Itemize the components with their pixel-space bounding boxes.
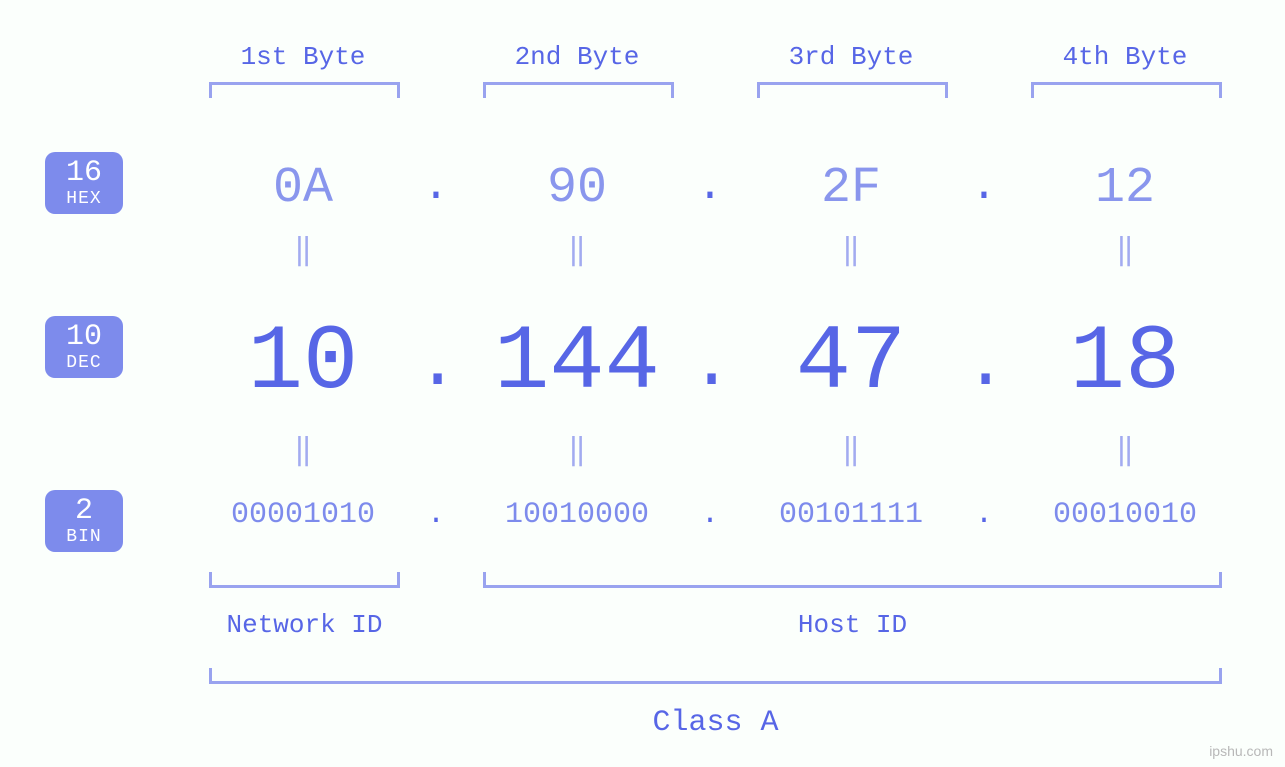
- badge-dec-label: DEC: [45, 354, 123, 373]
- dec-byte-2: 144: [467, 310, 687, 415]
- byte-bracket-3: [757, 82, 948, 98]
- dec-byte-1: 10: [193, 310, 413, 415]
- byte-bracket-2: [483, 82, 674, 98]
- byte-header-3: 3rd Byte: [771, 42, 931, 72]
- hex-byte-4: 12: [1055, 160, 1195, 217]
- bin-dot-3: .: [972, 498, 996, 532]
- dec-dot-3: .: [964, 324, 1004, 406]
- hex-dot-1: .: [421, 162, 451, 212]
- equals-bottom-3: ‖: [831, 432, 871, 469]
- equals-top-1: ‖: [283, 232, 323, 269]
- badge-hex-label: HEX: [45, 190, 123, 209]
- equals-top-3: ‖: [831, 232, 871, 269]
- equals-bottom-1: ‖: [283, 432, 323, 469]
- badge-hex: 16HEX: [45, 152, 123, 214]
- host-id-label: Host ID: [483, 610, 1222, 640]
- equals-top-2: ‖: [557, 232, 597, 269]
- badge-hex-num: 16: [45, 158, 123, 190]
- watermark: ipshu.com: [1209, 743, 1273, 759]
- dec-byte-3: 47: [741, 310, 961, 415]
- dec-dot-2: .: [690, 324, 730, 406]
- equals-bottom-2: ‖: [557, 432, 597, 469]
- byte-bracket-4: [1031, 82, 1222, 98]
- equals-top-4: ‖: [1105, 232, 1145, 269]
- dec-dot-1: .: [416, 324, 456, 406]
- bin-byte-4: 00010010: [1015, 498, 1235, 532]
- network-id-label: Network ID: [209, 610, 400, 640]
- byte-bracket-1: [209, 82, 400, 98]
- badge-dec: 10DEC: [45, 316, 123, 378]
- bin-byte-1: 00001010: [193, 498, 413, 532]
- badge-bin: 2BIN: [45, 490, 123, 552]
- badge-bin-num: 2: [45, 496, 123, 528]
- byte-header-1: 1st Byte: [223, 42, 383, 72]
- hex-dot-2: .: [695, 162, 725, 212]
- class-bracket: [209, 668, 1222, 684]
- badge-dec-num: 10: [45, 322, 123, 354]
- class-label: Class A: [209, 706, 1222, 740]
- bin-dot-2: .: [698, 498, 722, 532]
- host-bracket: [483, 572, 1222, 588]
- hex-dot-3: .: [969, 162, 999, 212]
- badge-bin-label: BIN: [45, 528, 123, 547]
- dec-byte-4: 18: [1015, 310, 1235, 415]
- network-bracket: [209, 572, 400, 588]
- equals-bottom-4: ‖: [1105, 432, 1145, 469]
- bin-dot-1: .: [424, 498, 448, 532]
- hex-byte-3: 2F: [781, 160, 921, 217]
- hex-byte-2: 90: [507, 160, 647, 217]
- byte-header-4: 4th Byte: [1045, 42, 1205, 72]
- bin-byte-2: 10010000: [467, 498, 687, 532]
- hex-byte-1: 0A: [233, 160, 373, 217]
- byte-header-2: 2nd Byte: [497, 42, 657, 72]
- bin-byte-3: 00101111: [741, 498, 961, 532]
